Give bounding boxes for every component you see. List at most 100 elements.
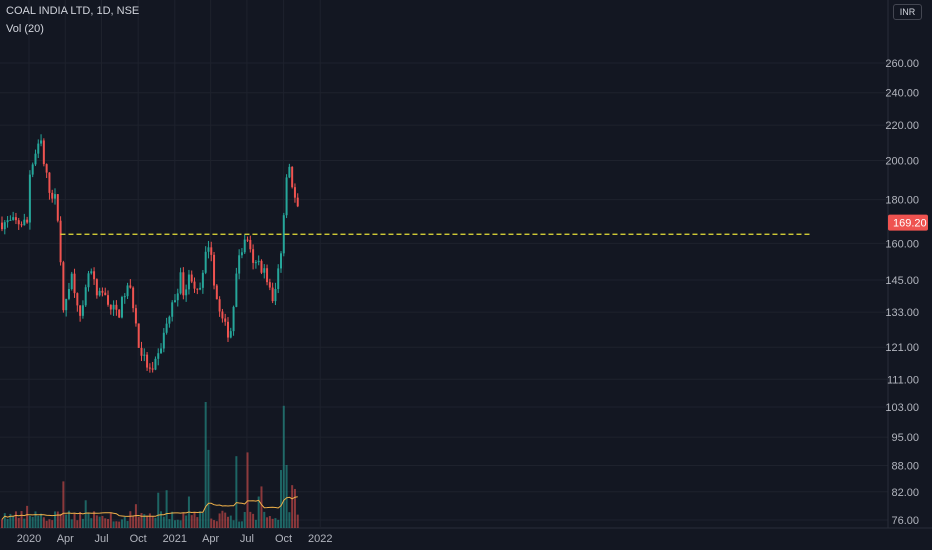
candle-body [54, 194, 57, 199]
volume-bar [280, 470, 282, 528]
x-tick-label: Jul [94, 533, 108, 545]
volume-bar [37, 515, 40, 528]
candle-body [104, 292, 107, 296]
candle-body [218, 299, 221, 312]
candle-body [162, 332, 165, 349]
volume-bar [62, 481, 65, 528]
volume-bar [252, 513, 255, 528]
candle-body [182, 272, 185, 296]
volume-bar [282, 405, 285, 528]
volume-bar [3, 513, 6, 528]
volume-bar [67, 510, 70, 528]
volume-bar [246, 452, 249, 528]
candle-body [3, 222, 6, 230]
candle-body [23, 219, 26, 226]
candle-body [243, 239, 246, 253]
candle-body [132, 287, 135, 309]
volume-bar [185, 515, 188, 528]
candle-body [67, 289, 70, 299]
candle-body [1, 222, 3, 230]
volume-bar [93, 511, 96, 528]
volume-bar [274, 518, 277, 528]
volume-bar [257, 496, 260, 528]
candle-body [101, 290, 104, 293]
price-axis[interactable]: 260.00 240.00 220.00 200.00 180.00 160.00 145.… [885, 58, 919, 527]
volume-bar [56, 511, 59, 528]
candle-body [160, 348, 163, 354]
candle-body [221, 311, 224, 319]
candle-body [137, 323, 140, 348]
candles [1, 134, 299, 373]
candle-body [240, 252, 243, 256]
volume-legend: Vol (20) [6, 23, 44, 35]
candle-body [246, 239, 249, 241]
volume-bar [87, 513, 90, 528]
volume-bar [45, 520, 48, 528]
volume-bar [129, 511, 132, 528]
volume-bar [76, 520, 79, 528]
y-tick-label: 121.00 [885, 342, 919, 354]
candle-body [224, 318, 227, 322]
volume-bar [118, 521, 121, 528]
volume-bar [73, 513, 76, 528]
candle-body [148, 367, 151, 369]
candle-body [257, 260, 260, 263]
volume-bar [291, 485, 294, 528]
candle-body [173, 300, 176, 303]
last-price-label: 169.20 [893, 218, 927, 230]
volume-bar [104, 518, 107, 528]
candle-body [254, 262, 257, 264]
volume-bar [54, 511, 57, 528]
y-tick-label: 260.00 [885, 58, 919, 70]
candle-body [176, 293, 179, 301]
candle-body [238, 255, 241, 274]
volume-bar [146, 516, 149, 528]
candle-body [48, 172, 51, 193]
volume-bar [271, 518, 274, 528]
candle-body [62, 262, 65, 311]
candle-body [107, 295, 110, 305]
volume-bar [218, 513, 221, 528]
candle-body [9, 219, 12, 221]
y-tick-label: 76.00 [891, 515, 919, 527]
candle-body [190, 274, 193, 282]
volume-bar [266, 517, 269, 528]
candle-body [285, 177, 288, 216]
candle-body [271, 287, 274, 302]
candle-body [282, 215, 285, 254]
volume-bar [165, 490, 168, 528]
volume-bar [221, 510, 224, 528]
candle-body [84, 287, 87, 306]
y-tick-label: 160.00 [885, 238, 919, 250]
volume-bar [98, 516, 101, 528]
volume-bar [157, 492, 160, 528]
x-tick-label: Jul [240, 533, 254, 545]
volume-bar [26, 505, 29, 528]
x-tick-label: 2020 [17, 533, 41, 545]
volume-bars [1, 402, 299, 528]
volume-bar [182, 513, 185, 528]
volume-bar [254, 519, 257, 528]
volume-bar [151, 516, 154, 528]
candle-body [266, 268, 269, 283]
volume-bar [268, 516, 271, 528]
candle-body [168, 316, 171, 324]
candle-body [28, 174, 31, 223]
volume-bar [28, 515, 31, 528]
currency-button[interactable]: INR [893, 4, 922, 20]
volume-bar [210, 518, 213, 528]
candle-body [115, 304, 118, 310]
y-tick-label: 111.00 [887, 374, 919, 386]
volume-bar [40, 513, 43, 528]
candle-body [210, 247, 213, 255]
volume-bar [84, 500, 87, 528]
volume-bar [193, 512, 196, 528]
volume-bar [235, 456, 238, 528]
time-axis[interactable]: 2020 Apr Jul Oct 2021 Apr Jul Oct 2022 [17, 533, 333, 545]
volume-bar [17, 517, 20, 528]
candle-body [59, 220, 62, 263]
candle-body [235, 273, 238, 307]
candle-body [260, 260, 263, 273]
candle-body [40, 140, 43, 144]
